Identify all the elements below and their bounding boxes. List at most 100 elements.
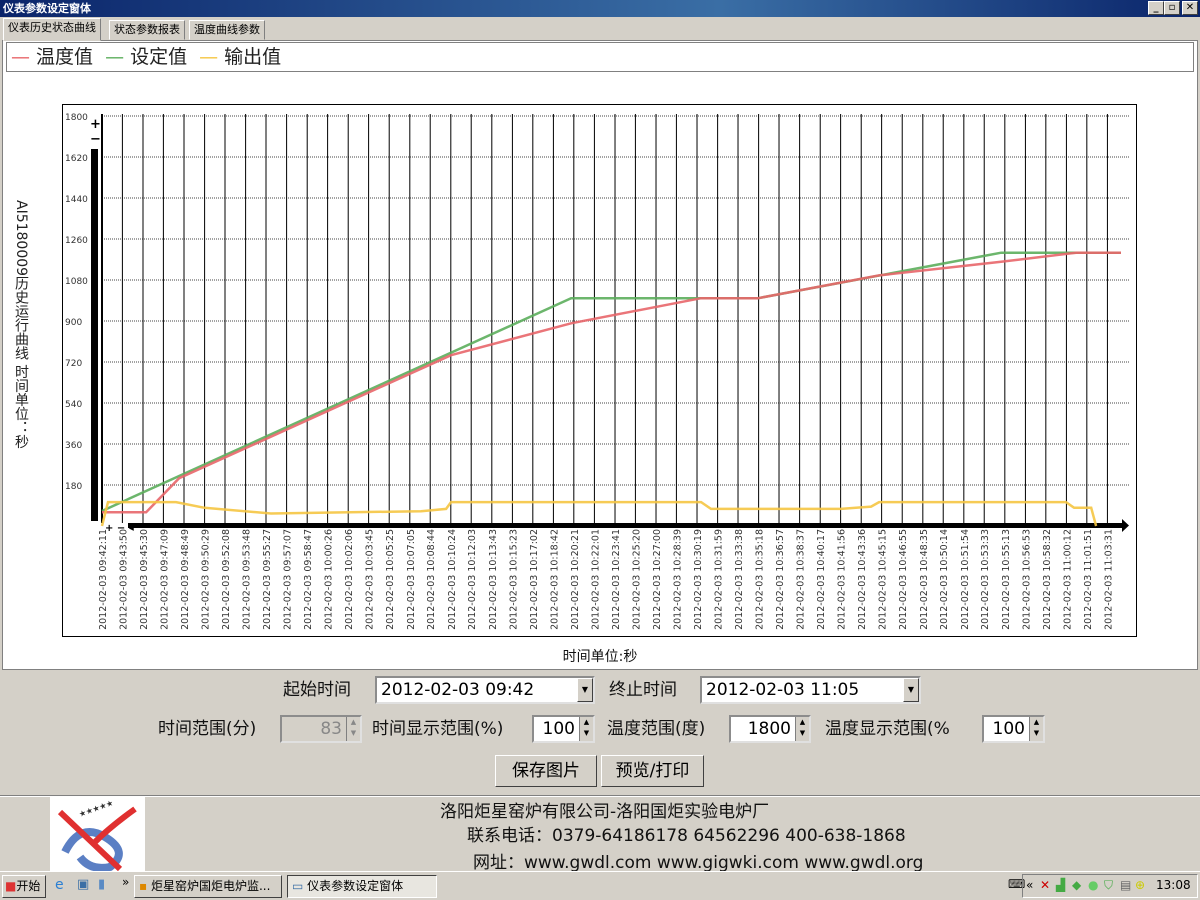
- restore-button[interactable]: ▫: [1164, 1, 1180, 15]
- x-tick-label: 2012-02-03 09:50:29: [201, 529, 212, 630]
- chart-frame: 180 360 540 720 900 1080 1260 1440 1620 1800 2012-…: [62, 104, 1137, 637]
- dropdown-arrow-icon[interactable]: ▼: [903, 678, 919, 702]
- start-button[interactable]: ■开始: [2, 875, 46, 898]
- temp-range-spinner[interactable]: 1800 ▲ ▼: [729, 715, 811, 743]
- x-tick-label: 2012-02-03 10:15:23: [508, 529, 519, 630]
- start-time-label: 起始时间: [283, 680, 351, 700]
- x-tick-label: 2012-02-03 09:57:07: [283, 529, 294, 630]
- time-range-value: 83: [320, 719, 342, 739]
- x-tick-label: 2012-02-03 09:58:47: [303, 529, 314, 630]
- tray-chevron[interactable]: «: [1026, 878, 1034, 892]
- x-tick-label: 2012-02-03 10:02:06: [344, 529, 355, 630]
- legend-swatch-setpoint: —: [105, 46, 125, 68]
- series-line-temperature: [102, 251, 1121, 514]
- x-tick-label: 2012-02-03 10:03:45: [365, 529, 376, 630]
- shield-icon[interactable]: ⛉: [1104, 878, 1114, 892]
- y-tick-label: 540: [65, 400, 82, 410]
- signal-icon[interactable]: ▟: [1056, 878, 1066, 892]
- task-label: 炬星窑炉国炬电炉监...: [150, 879, 271, 893]
- x-tick-label: 2012-02-03 09:48:49: [180, 529, 191, 630]
- x-tick-label: 2012-02-03 10:00:26: [324, 529, 335, 630]
- chart-svg: 180 360 540 720 900 1080 1260 1440 1620 1800 2012-…: [65, 113, 1129, 630]
- x-tick-label: 2012-02-03 09:53:48: [242, 529, 253, 630]
- y-tick-label: 1260: [65, 236, 88, 246]
- x-tick-label: 2012-02-03 11:03:31: [1103, 529, 1114, 630]
- x-tick-label: 2012-02-03 10:20:21: [570, 529, 581, 630]
- quicklaunch-chevron[interactable]: »: [122, 875, 130, 889]
- y-axis-scrollbar: [91, 149, 98, 521]
- tab-temp-curve-params[interactable]: 温度曲线参数: [189, 20, 265, 40]
- x-tick-label: 2012-02-03 11:01:51: [1083, 529, 1094, 630]
- end-time-value: 2012-02-03 11:05: [706, 680, 860, 700]
- temp-range-label: 温度范围(度): [607, 719, 706, 739]
- x-tick-label: 2012-02-03 10:12:03: [467, 529, 478, 630]
- time-display-label: 时间显示范围(%): [372, 719, 504, 739]
- time-display-spinner[interactable]: 100 ▲ ▼: [532, 715, 595, 743]
- x-tick-label: 2012-02-03 10:31:59: [714, 529, 725, 630]
- x-tick-label: 2012-02-03 10:58:32: [1042, 529, 1053, 630]
- temp-display-label: 温度显示范围(%: [825, 719, 950, 739]
- company-logo: ★★★★★: [50, 797, 145, 872]
- y-tick-label: 720: [65, 359, 82, 369]
- preview-print-button[interactable]: 预览/打印: [601, 755, 704, 787]
- logo-graphic: ★★★★★: [57, 798, 137, 872]
- quicklaunch-icon[interactable]: ▣: [77, 877, 90, 892]
- start-time-combo[interactable]: 2012-02-03 09:42 ▼: [375, 676, 595, 704]
- spinner-arrows-icon[interactable]: ▲ ▼: [579, 717, 593, 741]
- dropdown-arrow-icon[interactable]: ▼: [577, 678, 593, 702]
- x-tick-label: 2012-02-03 10:22:01: [590, 529, 601, 630]
- tab-history-curve[interactable]: 仪表历史状态曲线: [3, 18, 101, 41]
- y-tick-label: 1080: [65, 277, 88, 287]
- x-axis-scrollbar: [128, 523, 1123, 528]
- temp-display-spinner[interactable]: 100 ▲ ▼: [982, 715, 1045, 743]
- document-icon[interactable]: ▤: [1120, 878, 1132, 892]
- network-disconnected-icon[interactable]: ✕: [1040, 878, 1051, 892]
- task-settings-window[interactable]: ▭ 仪表参数设定窗体: [287, 875, 437, 898]
- x-tick-label: 2012-02-03 10:50:14: [939, 529, 950, 630]
- save-image-button[interactable]: 保存图片: [495, 755, 597, 787]
- spinner-arrows-icon[interactable]: ▲ ▼: [795, 717, 809, 741]
- window-icon: ▭: [292, 879, 304, 893]
- globe-icon[interactable]: ●: [1088, 878, 1099, 892]
- y-tick-label: 180: [65, 482, 82, 492]
- footer-divider: [0, 795, 1200, 797]
- x-tick-label: 2012-02-03 10:46:55: [898, 529, 909, 630]
- x-tick-label: 2012-02-03 10:18:42: [549, 529, 560, 630]
- end-time-combo[interactable]: 2012-02-03 11:05 ▼: [700, 676, 921, 704]
- system-tray: « ✕ ▟ ◆ ● ⛉ ▤ ⊕ 13:08: [1022, 874, 1198, 898]
- ie-icon[interactable]: e: [55, 877, 64, 893]
- tab-status-report[interactable]: 状态参数报表: [109, 20, 185, 40]
- spinner-arrows-icon[interactable]: ▲ ▼: [1029, 717, 1043, 741]
- y-tick-label: 1620: [65, 154, 88, 164]
- minimize-button[interactable]: _: [1148, 1, 1164, 15]
- x-tick-label: 2012-02-03 09:45:30: [139, 529, 150, 630]
- legend-label-temperature: 温度值: [36, 46, 94, 68]
- x-tick-label: 2012-02-03 10:45:15: [878, 529, 889, 630]
- x-tick-label: 2012-02-03 10:10:24: [447, 529, 458, 630]
- website: 网址：www.gwdl.com www.gigwki.com www.gwdl.…: [473, 853, 924, 873]
- task-monitor[interactable]: ▪ 炬星窑炉国炬电炉监...: [134, 875, 282, 898]
- series-line-setpoint: [101, 251, 1121, 513]
- taskbar: ■开始 e ▣ ▮ » ▪ 炬星窑炉国炬电炉监... ▭ 仪表参数设定窗体 ⌨ …: [0, 871, 1200, 900]
- keyboard-icon[interactable]: ⌨: [1008, 877, 1026, 891]
- x-tick-label: 2012-02-03 10:30:19: [693, 529, 704, 630]
- y-tick-label: 360: [65, 441, 82, 451]
- close-button[interactable]: ✕: [1182, 1, 1198, 15]
- x-zoom-icons: + − ◂: [105, 523, 134, 534]
- temp-display-value: 100: [992, 719, 1025, 739]
- x-tick-label: 2012-02-03 10:36:57: [775, 529, 786, 630]
- contact-phone: 联系电话：0379-64186178 64562296 400-638-1868: [467, 826, 906, 846]
- clock: 13:08: [1156, 878, 1191, 892]
- x-tick-label: 2012-02-03 10:28:39: [672, 529, 683, 630]
- x-tick-label: 2012-02-03 10:17:02: [529, 529, 540, 630]
- plus-icon[interactable]: ⊕: [1135, 878, 1146, 892]
- x-tick-label: 2012-02-03 10:43:36: [857, 529, 868, 630]
- x-tick-label: 2012-02-03 10:40:17: [816, 529, 827, 630]
- legend-swatch-output: —: [199, 46, 219, 68]
- tray-app-icon[interactable]: ◆: [1072, 878, 1082, 892]
- end-time-label: 终止时间: [609, 680, 677, 700]
- y-tick-label: 1800: [65, 113, 88, 123]
- x-tick-label: 2012-02-03 10:25:20: [631, 529, 642, 630]
- desktop-icon[interactable]: ▮: [98, 877, 106, 892]
- legend: — 温度值 — 设定值 — 输出值: [6, 42, 1194, 72]
